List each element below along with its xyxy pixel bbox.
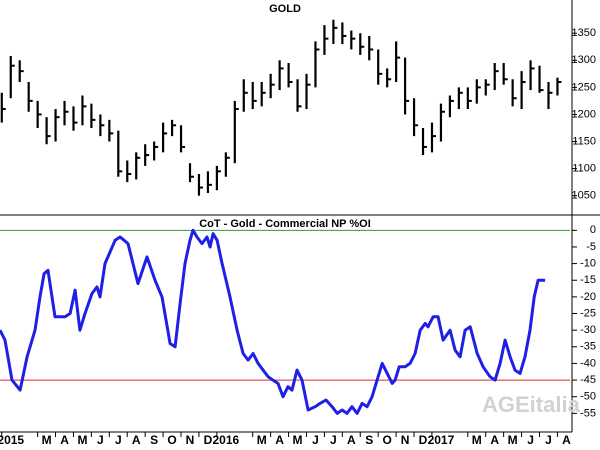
x-tick-label: J <box>527 433 534 447</box>
x-tick-label: J <box>330 433 337 447</box>
y-tick-label: -30 <box>580 324 596 336</box>
x-tick-label: D <box>419 433 428 447</box>
x-tick-label: O <box>382 433 391 447</box>
x-tick-label: A <box>347 433 356 447</box>
y-tick-label: -40 <box>580 357 596 369</box>
y-tick-label: -20 <box>580 291 596 303</box>
y-tick-label: 1350 <box>572 27 596 39</box>
y-tick-label: -15 <box>580 274 596 286</box>
x-tick-label: S <box>150 433 158 447</box>
x-tick-label: J <box>312 433 319 447</box>
y-tick-label: 1100 <box>572 163 596 175</box>
x-tick-label: N <box>186 433 195 447</box>
y-tick-label: -35 <box>580 341 596 353</box>
y-tick-label: -50 <box>580 391 596 403</box>
x-tick-label: A <box>60 433 69 447</box>
x-tick-label: A <box>562 433 571 447</box>
y-tick-label: 1250 <box>572 81 596 93</box>
y-tick-label: -10 <box>580 258 596 270</box>
y-tick-label: 1050 <box>572 190 596 202</box>
x-tick-label: O <box>167 433 176 447</box>
y-tick-label: -55 <box>580 407 596 419</box>
panel-title: CoT - Gold - Commercial NP %OI <box>199 218 371 230</box>
y-tick-label: 1150 <box>572 135 596 147</box>
panel-title: GOLD <box>269 3 301 15</box>
y-tick-label: 0 <box>590 224 596 236</box>
x-tick-label: A <box>275 433 284 447</box>
x-tick-label: M <box>293 433 303 447</box>
y-tick-label: -45 <box>580 374 596 386</box>
x-tick-label: A <box>132 433 141 447</box>
cot-line <box>0 228 546 415</box>
x-tick-label: J <box>545 433 552 447</box>
x-tick-label: M <box>77 433 87 447</box>
x-tick-label: S <box>365 433 373 447</box>
x-tick-label: M <box>472 433 482 447</box>
watermark: AGEitalia <box>482 392 581 417</box>
x-tick-label: D <box>204 433 213 447</box>
x-tick-label: 2017 <box>428 433 455 447</box>
y-tick-label: 1200 <box>572 108 596 120</box>
x-tick-label: 2016 <box>212 433 239 447</box>
y-tick-label: 1300 <box>572 54 596 66</box>
x-tick-label: N <box>401 433 410 447</box>
y-tick-label: -5 <box>586 241 596 253</box>
x-tick-label: A <box>490 433 499 447</box>
x-tick-label: J <box>97 433 104 447</box>
y-tick-label: -25 <box>580 307 596 319</box>
x-tick-label: 2015 <box>0 433 24 447</box>
x-tick-label: M <box>42 433 52 447</box>
x-tick-label: M <box>257 433 267 447</box>
x-tick-label: J <box>115 433 122 447</box>
x-tick-label: M <box>508 433 518 447</box>
